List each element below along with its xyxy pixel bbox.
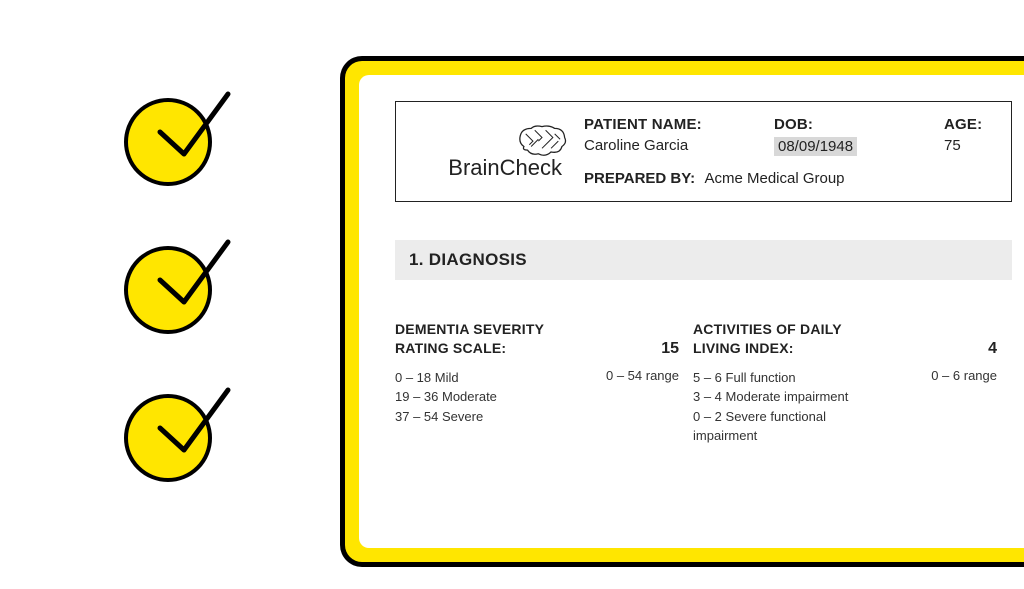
adl-scale-1: 3 – 4 Moderate impairment bbox=[693, 387, 893, 407]
checkmark-column bbox=[124, 88, 234, 484]
dementia-value: 15 bbox=[589, 340, 679, 358]
patient-name-value: Caroline Garcia bbox=[584, 137, 754, 156]
adl-value: 4 bbox=[907, 340, 997, 358]
adl-scale-2: 0 – 2 Severe functional impairment bbox=[693, 407, 893, 446]
logo-prefix: Brain bbox=[448, 155, 499, 180]
logo-text: BrainCheck bbox=[448, 155, 562, 181]
patient-name-label: PATIENT NAME: bbox=[584, 116, 754, 133]
diagnosis-section-title: 1. DIAGNOSIS bbox=[395, 240, 1012, 280]
dob-value: 08/09/1948 bbox=[774, 137, 857, 156]
dementia-scale-list: 0 – 18 Mild 19 – 36 Moderate 37 – 54 Sev… bbox=[395, 368, 575, 446]
diagnosis-grid: DEMENTIA SEVERITY RATING SCALE: 15 ACTIV… bbox=[395, 320, 1012, 446]
checkmark-3 bbox=[124, 384, 234, 484]
age-label: AGE: bbox=[944, 116, 1024, 133]
dementia-scale-0: 0 – 18 Mild bbox=[395, 368, 575, 388]
dementia-range: 0 – 54 range bbox=[589, 368, 679, 446]
dementia-label: DEMENTIA SEVERITY RATING SCALE: bbox=[395, 320, 575, 358]
prepared-by-row: PREPARED BY: Acme Medical Group bbox=[584, 170, 1024, 187]
checkmark-2 bbox=[124, 236, 234, 336]
adl-scale-0: 5 – 6 Full function bbox=[693, 368, 893, 388]
braincheck-logo: BrainCheck bbox=[414, 123, 562, 181]
check-icon bbox=[142, 228, 242, 328]
patient-info-grid: PATIENT NAME: DOB: AGE: Caroline Garcia … bbox=[584, 116, 1024, 187]
patient-header-box: BrainCheck PATIENT NAME: DOB: AGE: Carol… bbox=[395, 101, 1012, 202]
report-body: BrainCheck PATIENT NAME: DOB: AGE: Carol… bbox=[359, 75, 1024, 548]
adl-range: 0 – 6 range bbox=[907, 368, 997, 446]
adl-scale-list: 5 – 6 Full function 3 – 4 Moderate impai… bbox=[693, 368, 893, 446]
prepared-by-label: PREPARED BY: bbox=[584, 170, 695, 187]
checkmark-1 bbox=[124, 88, 234, 188]
dementia-scale-1: 19 – 36 Moderate bbox=[395, 387, 575, 407]
age-value: 75 bbox=[944, 137, 1024, 156]
prepared-by-value: Acme Medical Group bbox=[704, 170, 844, 187]
dementia-scale-2: 37 – 54 Severe bbox=[395, 407, 575, 427]
dob-label: DOB: bbox=[774, 116, 924, 133]
check-icon bbox=[142, 376, 242, 476]
report-frame: BrainCheck PATIENT NAME: DOB: AGE: Carol… bbox=[340, 56, 1024, 567]
logo-suffix: Check bbox=[500, 155, 562, 180]
adl-label: ACTIVITIES OF DAILY LIVING INDEX: bbox=[693, 320, 893, 358]
check-icon bbox=[142, 80, 242, 180]
